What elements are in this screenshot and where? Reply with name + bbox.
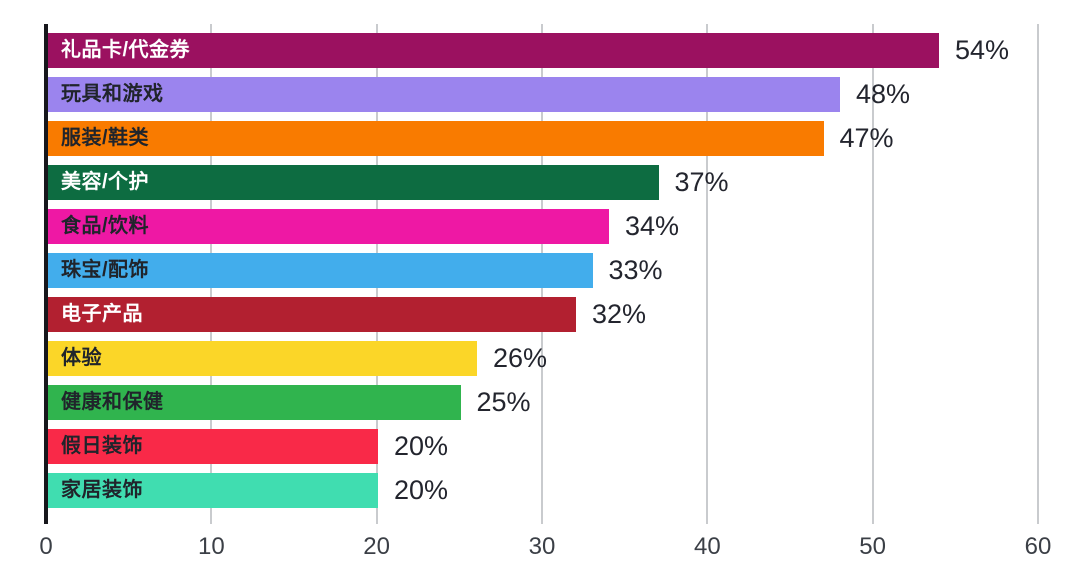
bar-row: 体验 26% — [48, 341, 1038, 376]
bar-category-label: 家居装饰 — [61, 479, 143, 501]
x-tick-label: 30 — [528, 533, 556, 560]
bar-category-label: 美容/个护 — [61, 171, 150, 193]
bar: 玩具和游戏 — [48, 77, 840, 112]
gridline — [1037, 24, 1039, 524]
bar-value-label: 25% — [476, 387, 531, 417]
bar-value-label: 37% — [674, 167, 729, 197]
x-axis-tick-labels: 0 10 20 30 40 50 60 — [39, 533, 1051, 563]
bar-row: 美容/个护 37% — [48, 165, 1038, 200]
gridline — [871, 24, 874, 524]
bar-value-label: 47% — [839, 123, 894, 153]
bar: 体验 — [48, 341, 477, 376]
bar: 食品/饮料 — [48, 209, 609, 244]
bar: 电子产品 — [48, 297, 576, 332]
bar-value-label: 33% — [608, 255, 663, 285]
bar-category-label: 玩具和游戏 — [61, 83, 164, 105]
bar-row: 家居装饰 20% — [48, 473, 1038, 508]
bar: 家居装饰 — [48, 473, 378, 508]
bar-category-label: 珠宝/配饰 — [61, 259, 150, 281]
bar-row: 礼品卡/代金券 54% — [48, 33, 1038, 68]
bar: 珠宝/配饰 — [48, 253, 593, 288]
bar-value-label: 20% — [394, 475, 449, 505]
bar-value-label: 20% — [394, 431, 449, 461]
x-tick-label: 40 — [693, 533, 721, 560]
bar-category-label: 服装/鞋类 — [61, 127, 150, 149]
bar-row: 电子产品 32% — [48, 297, 1038, 332]
bar: 服装/鞋类 — [48, 121, 824, 156]
bar-row: 服装/鞋类 47% — [48, 121, 1038, 156]
bar-row: 玩具和游戏 48% — [48, 77, 1038, 112]
bar-category-label: 礼品卡/代金券 — [61, 39, 191, 61]
bar-category-label: 电子产品 — [61, 303, 143, 325]
bar-rows: 礼品卡/代金券 54% 玩具和游戏 48% 服装/鞋类 47% 美容/个护 37% 食品/饮料 3… — [48, 33, 1038, 508]
bar-value-label: 34% — [625, 211, 680, 241]
bar-category-label: 食品/饮料 — [61, 215, 150, 237]
bar: 健康和保健 — [48, 385, 461, 420]
x-tick-label: 60 — [1024, 533, 1052, 560]
bar: 礼品卡/代金券 — [48, 33, 939, 68]
bar-value-label: 32% — [592, 299, 647, 329]
x-tick-label: 20 — [363, 533, 391, 560]
x-tick-label: 10 — [197, 533, 225, 560]
x-tick-label: 0 — [39, 533, 53, 560]
bar-value-label: 26% — [493, 343, 548, 373]
bar-row: 假日装饰 20% — [48, 429, 1038, 464]
bar-row: 珠宝/配饰 33% — [48, 253, 1038, 288]
bar: 美容/个护 — [48, 165, 659, 200]
y-axis-line — [44, 24, 48, 524]
plot-area: 礼品卡/代金券 54% 玩具和游戏 48% 服装/鞋类 47% 美容/个护 37% 食品/饮料 3… — [44, 24, 1039, 524]
bar-category-label: 体验 — [61, 347, 102, 369]
bar-row: 食品/饮料 34% — [48, 209, 1038, 244]
bar-category-label: 健康和保健 — [61, 391, 164, 413]
bar-value-label: 54% — [955, 35, 1010, 65]
bar-value-label: 48% — [856, 79, 911, 109]
gridline — [706, 24, 709, 524]
bar-row: 健康和保健 25% — [48, 385, 1038, 420]
bar: 假日装饰 — [48, 429, 378, 464]
x-tick-label: 50 — [859, 533, 887, 560]
bar-category-label: 假日装饰 — [61, 435, 143, 457]
